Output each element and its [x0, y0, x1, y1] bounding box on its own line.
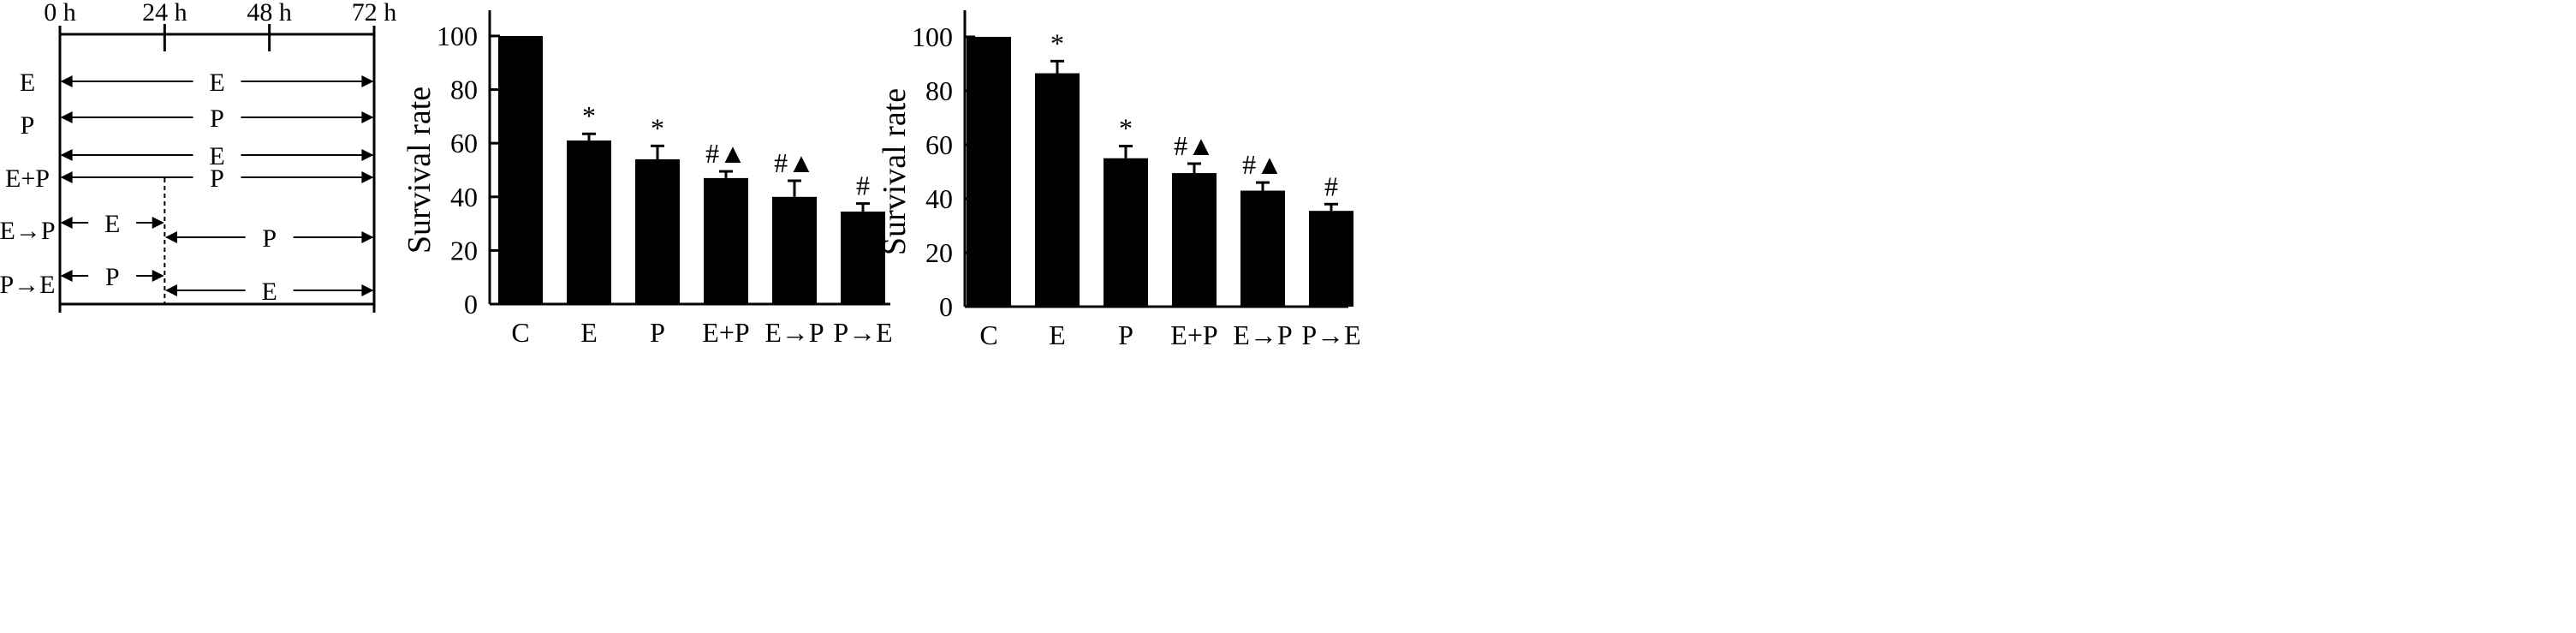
schedule-group-label: E→P — [0, 217, 56, 245]
y-tick-label: 20 — [925, 237, 953, 268]
y-tick-label: 40 — [450, 182, 478, 212]
bar — [1104, 158, 1148, 307]
bar — [1172, 173, 1217, 307]
y-axis-label: Survival rate — [402, 87, 437, 254]
significance-marker: #▲ — [1242, 149, 1283, 180]
significance-marker: #▲ — [1174, 130, 1215, 161]
x-tick-label: P→E — [1301, 319, 1360, 350]
x-tick-label: P — [1118, 319, 1133, 350]
y-tick-label: 0 — [464, 289, 478, 319]
x-tick-label: E+P — [1170, 319, 1217, 350]
schedule-group-label: E — [20, 69, 35, 97]
treatment-label: P — [262, 224, 277, 253]
x-tick-label: E — [580, 317, 598, 348]
y-tick-label: 60 — [450, 128, 478, 158]
bar — [1035, 73, 1080, 308]
time-label: 72 h — [352, 0, 397, 27]
treatment-label: E — [104, 210, 120, 238]
bar — [635, 158, 680, 304]
significance-marker: * — [582, 100, 596, 131]
significance-marker: * — [1119, 113, 1133, 144]
time-label: 0 h — [44, 0, 76, 27]
schedule-group-label: P→E — [0, 271, 56, 299]
survival-rate-chart-left: 0 20 40 60 80 100 Survival rate C * E * P #▲ E+P #▲ E→P… — [402, 10, 893, 348]
bar — [567, 140, 611, 304]
treatment-label: P — [210, 105, 224, 133]
y-tick-label: 100 — [437, 21, 478, 51]
bar — [841, 212, 885, 304]
significance-marker: # — [856, 170, 870, 201]
bar — [967, 37, 1011, 307]
treatment-label: P — [105, 263, 120, 291]
y-tick-label: 20 — [450, 235, 478, 266]
x-tick-label: P→E — [833, 317, 892, 348]
significance-marker: #▲ — [705, 138, 747, 169]
y-tick-label: 100 — [912, 21, 953, 52]
treatment-label: E — [209, 69, 224, 97]
bar — [498, 36, 543, 304]
y-axis-label: Survival rate — [877, 88, 913, 255]
schedule-group-label: E+P — [5, 164, 50, 193]
y-tick-label: 60 — [925, 129, 953, 160]
x-tick-label: E→P — [1233, 319, 1292, 350]
significance-marker: #▲ — [774, 147, 815, 178]
y-tick-label: 0 — [939, 291, 953, 322]
bar — [1309, 211, 1353, 307]
time-label: 24 h — [142, 0, 187, 27]
bar — [772, 196, 817, 304]
treatment-label: E — [209, 142, 224, 170]
bar — [1240, 190, 1285, 307]
time-label: 48 h — [247, 0, 292, 27]
x-tick-label: P — [650, 317, 665, 348]
significance-marker: * — [1050, 27, 1064, 58]
x-tick-label: C — [979, 319, 997, 350]
x-tick-label: C — [511, 317, 529, 348]
y-tick-label: 80 — [925, 75, 953, 106]
significance-marker: * — [651, 112, 664, 143]
x-tick-label: E+P — [702, 317, 749, 348]
x-tick-label: E — [1049, 319, 1066, 350]
y-tick-label: 80 — [450, 75, 478, 105]
treatment-label: E — [262, 278, 277, 306]
y-tick-label: 40 — [925, 183, 953, 214]
survival-rate-chart-right: 0 20 40 60 80 100 Survival rate C * E * P #▲ E+P #▲ E→P… — [877, 10, 1361, 350]
bar — [704, 177, 748, 304]
schedule-group-label: P — [21, 111, 35, 140]
treatment-label: P — [210, 164, 224, 193]
significance-marker: # — [1324, 170, 1338, 201]
x-tick-label: E→P — [764, 317, 824, 348]
